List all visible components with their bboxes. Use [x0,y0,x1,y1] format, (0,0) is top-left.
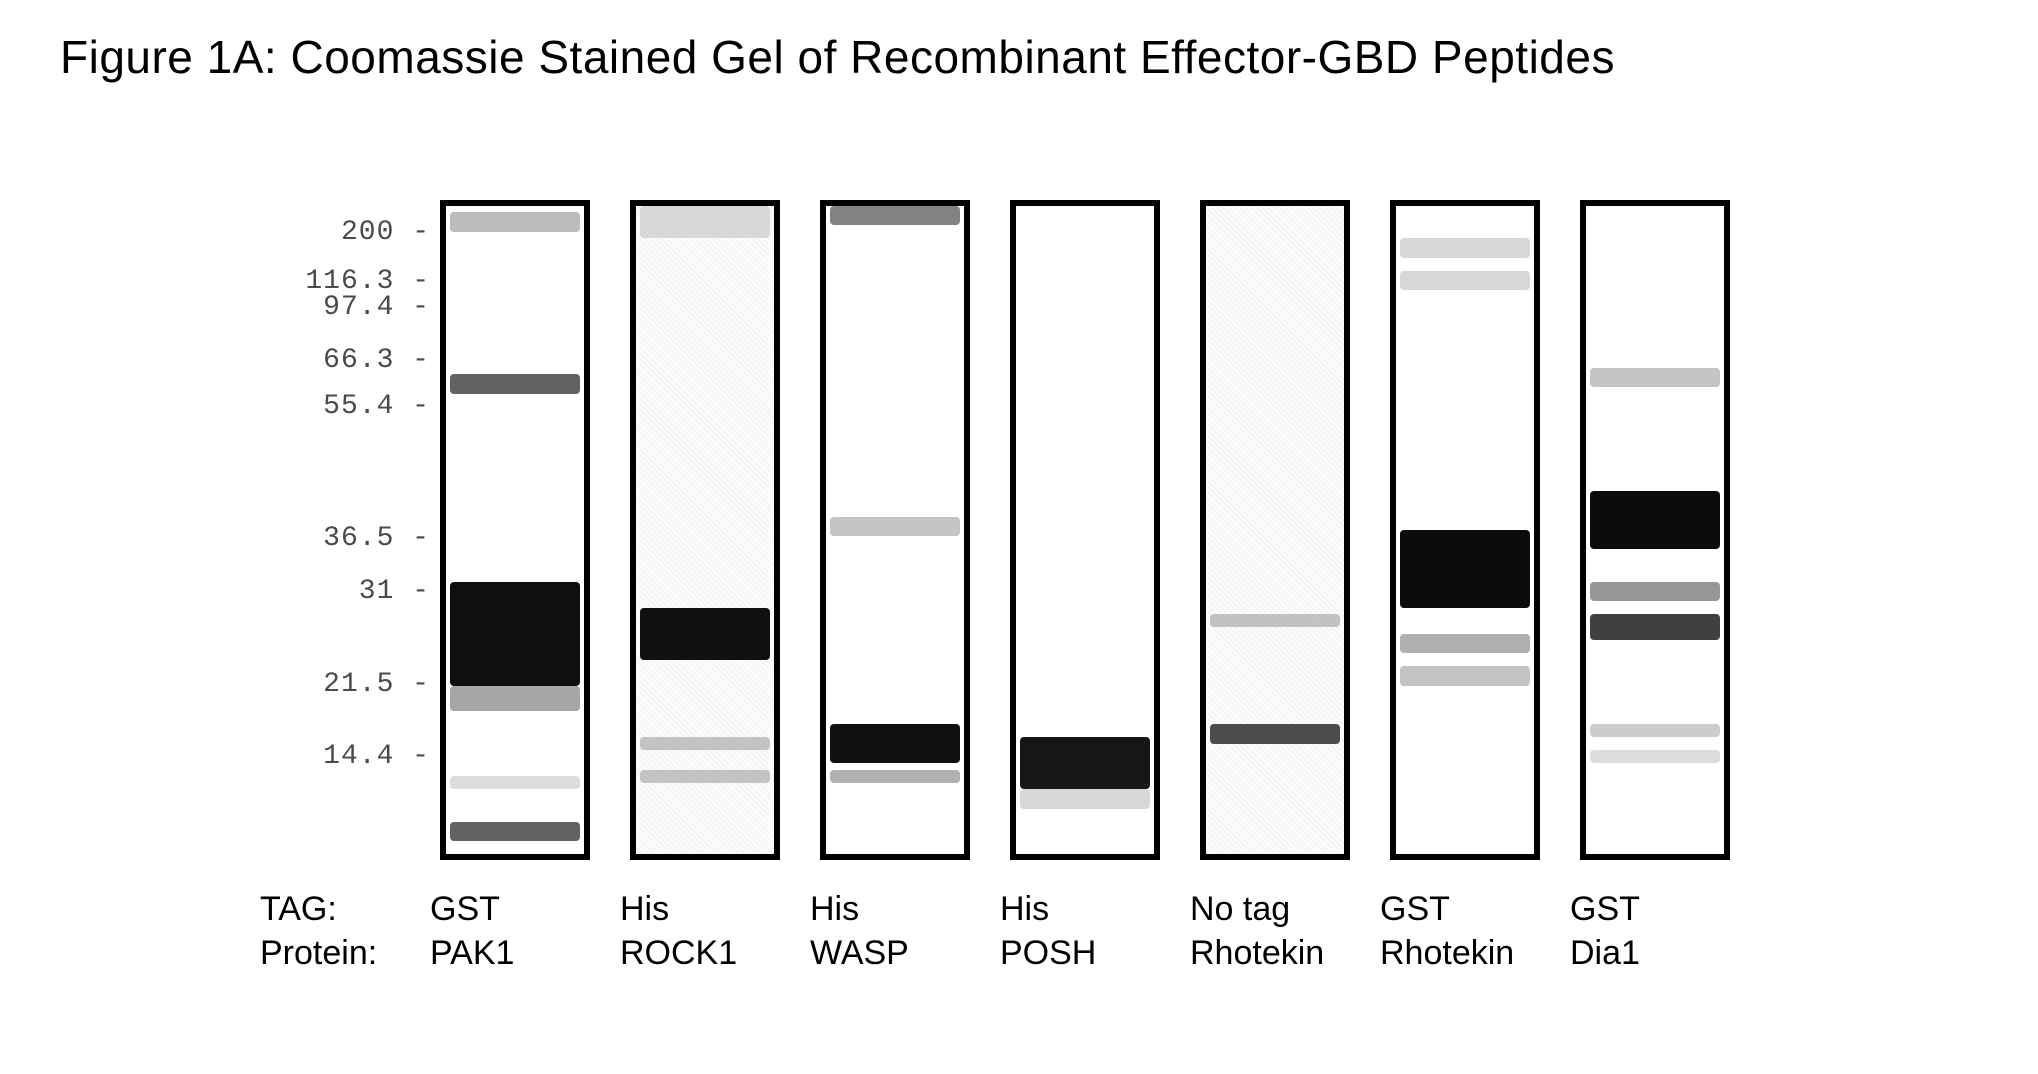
lane-tag-label: No tag [1190,890,1380,929]
mw-marker: 97.4 - [323,292,430,323]
gel-band [830,724,960,763]
gel-band [1590,491,1720,549]
gel-lane [440,200,590,860]
gel-band [1590,724,1720,737]
gel-band [640,770,770,783]
lane-protein-label: Dia1 [1570,934,1760,973]
lane-protein-label: Rhotekin [1380,934,1570,973]
figure-title: Figure 1A: Coomassie Stained Gel of Reco… [60,30,1615,84]
gel-band [1400,238,1530,257]
lane-protein-label: ROCK1 [620,934,810,973]
mw-marker: 66.3 - [323,345,430,376]
gel-band [450,582,580,686]
gel-band [1590,614,1720,640]
mw-marker: 36.5 - [323,523,430,554]
gel-band [1400,666,1530,685]
mw-marker: 21.5 - [323,669,430,700]
gel-figure: 200 -116.3 -97.4 -66.3 -55.4 -36.5 -31 -… [300,200,1900,1000]
gel-band [1590,368,1720,387]
gel-band [1400,530,1530,608]
mw-marker: 55.4 - [323,391,430,422]
gel-band [1210,614,1340,627]
gel-lane [630,200,780,860]
gel-band [830,517,960,536]
lane-tag-label: GST [1380,890,1570,929]
lane-tag-label: His [810,890,1000,929]
gel-band [1590,582,1720,601]
protein-row-head: Protein: [260,934,430,973]
gel-band [830,206,960,225]
gel-band [830,770,960,783]
lane-tag-label: His [620,890,810,929]
tag-row-head: TAG: [260,890,430,929]
gel-band [640,206,770,238]
gel-lane [1390,200,1540,860]
gel-lane [1580,200,1730,860]
lane-protein-label: PAK1 [430,934,620,973]
gel-band [1210,724,1340,743]
mw-marker: 200 - [341,217,430,248]
mw-marker-column: 200 -116.3 -97.4 -66.3 -55.4 -36.5 -31 -… [300,200,430,860]
gel-band [1400,271,1530,290]
mw-marker: 14.4 - [323,741,430,772]
gel-band [450,212,580,231]
gel-band [1020,737,1150,789]
gel-band [1400,634,1530,653]
gel-lanes-container [440,200,1730,860]
mw-marker: 31 - [359,576,430,607]
lane-tag-label: GST [430,890,620,929]
lane-tag-label: His [1000,890,1190,929]
gel-band [640,608,770,660]
gel-lane [1200,200,1350,860]
gel-band [1590,750,1720,763]
lane-protein-label: Rhotekin [1190,934,1380,973]
gel-band [450,776,580,789]
lane-protein-label: POSH [1000,934,1190,973]
gel-lane [820,200,970,860]
gel-band [1020,789,1150,808]
lane-protein-label: WASP [810,934,1000,973]
gel-band [450,822,580,841]
gel-band [450,374,580,393]
gel-lane [1010,200,1160,860]
lane-tag-label: GST [1570,890,1760,929]
gel-band [640,737,770,750]
gel-band [450,686,580,712]
